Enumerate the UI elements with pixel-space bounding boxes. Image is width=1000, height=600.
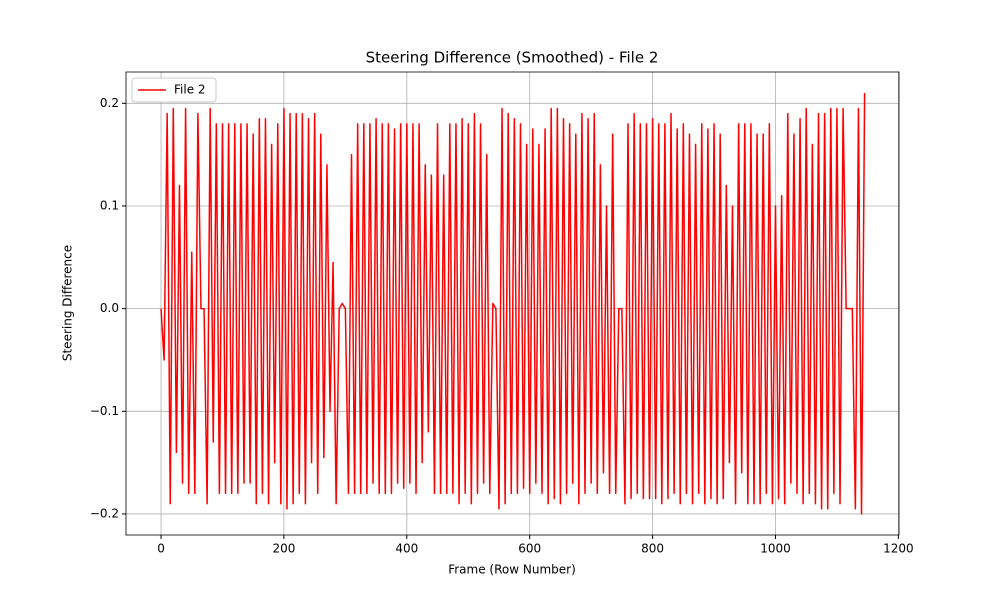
x-tick-label: 400	[395, 542, 418, 556]
x-tick-label: 200	[272, 542, 295, 556]
legend-label: File 2	[174, 83, 206, 97]
x-tick-label: 800	[641, 542, 664, 556]
x-tick-label: 0	[157, 542, 165, 556]
y-tick-label: −0.2	[90, 506, 119, 520]
x-tick-label: 600	[518, 542, 541, 556]
legend-box	[131, 77, 217, 103]
y-tick-label: 0.1	[100, 198, 119, 212]
plot-frame	[125, 71, 900, 536]
chart-title: Steering Difference (Smoothed) - File 2	[366, 49, 659, 67]
x-tick-label: 1000	[760, 542, 791, 556]
y-tick-label: −0.1	[90, 404, 119, 418]
x-tick-label: 1200	[883, 542, 914, 556]
y-tick-label: 0.2	[100, 96, 119, 110]
y-tick-label: 0.0	[100, 301, 119, 315]
x-axis-label: Frame (Row Number)	[448, 563, 576, 577]
y-axis-label: Steering Difference	[61, 245, 75, 361]
data-line	[160, 93, 866, 515]
